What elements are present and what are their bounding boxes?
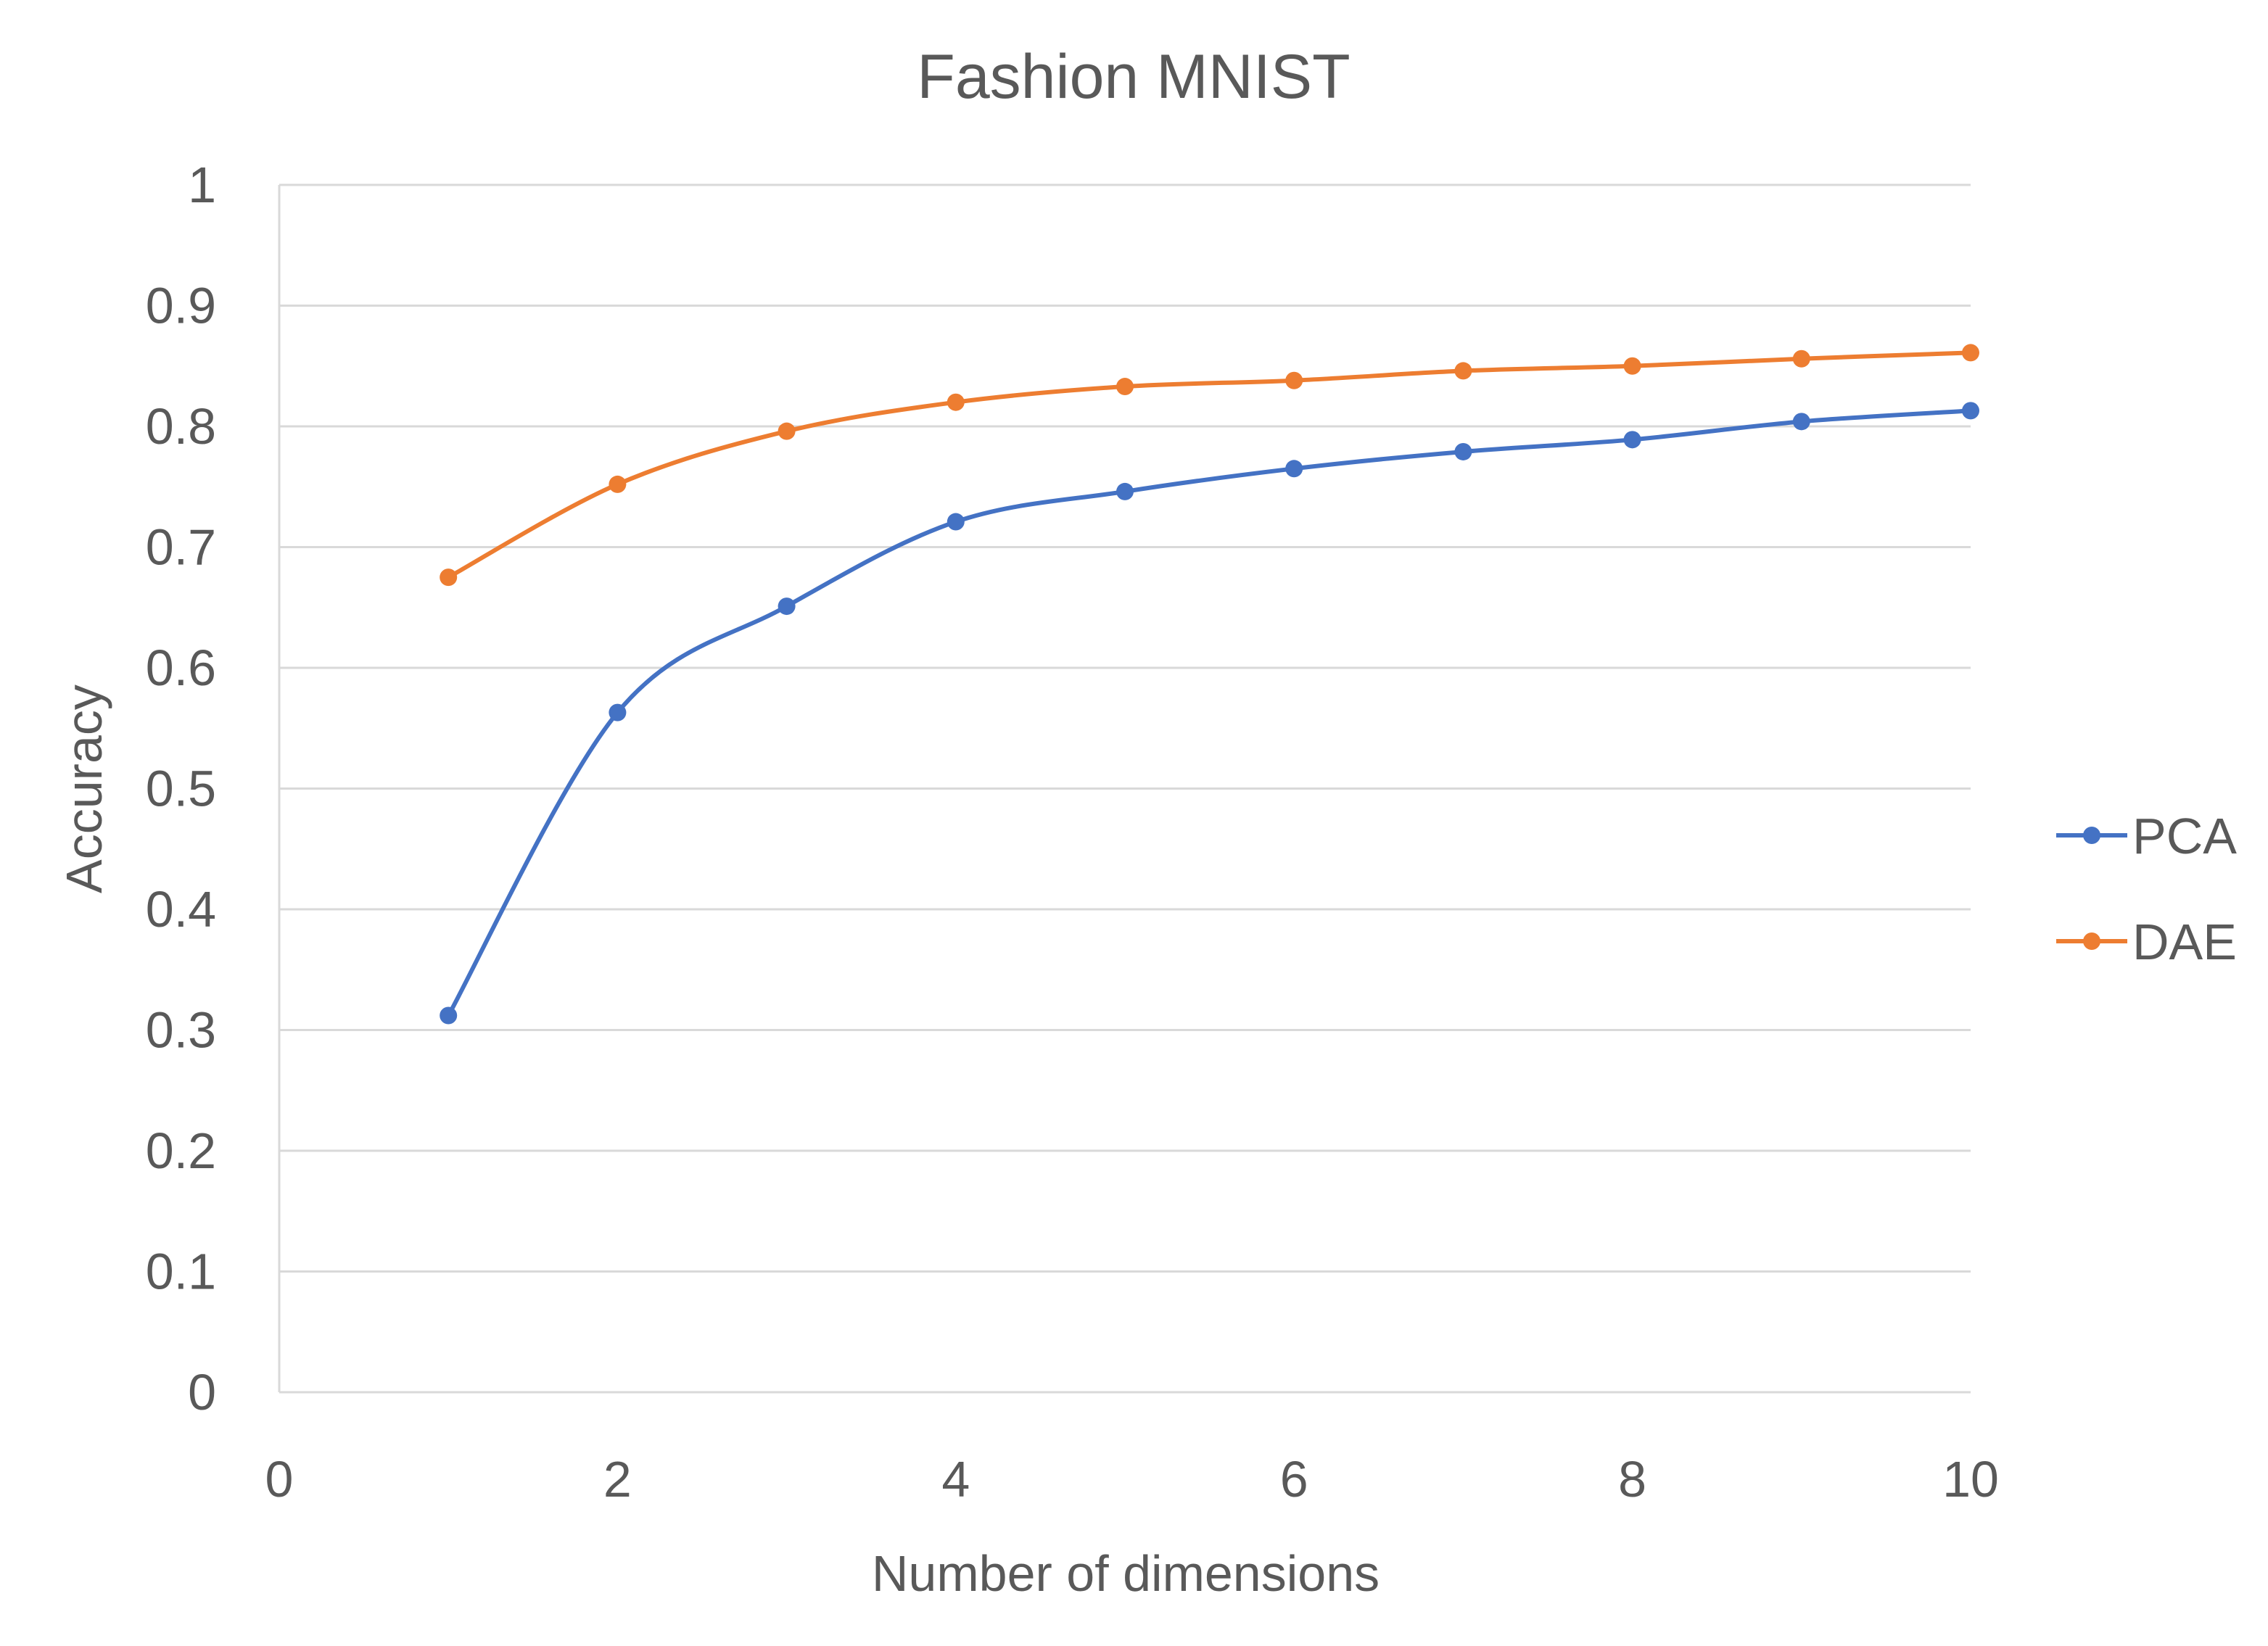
data-point bbox=[947, 513, 965, 531]
data-point bbox=[440, 1006, 458, 1025]
y-tick-label: 0.6 bbox=[146, 640, 216, 696]
x-tick-labels: 0 2 4 6 8 10 bbox=[265, 1451, 1999, 1508]
data-point bbox=[1962, 344, 1979, 362]
data-point bbox=[1285, 460, 1303, 478]
data-point bbox=[1792, 413, 1810, 431]
data-point bbox=[1623, 431, 1641, 449]
legend-label: PCA bbox=[2132, 808, 2237, 864]
series-line bbox=[446, 350, 1973, 580]
legend-swatch-marker bbox=[2083, 827, 2100, 844]
data-point bbox=[1623, 357, 1641, 375]
x-tick-label: 4 bbox=[941, 1451, 970, 1508]
data-point bbox=[778, 422, 796, 440]
y-tick-label: 0 bbox=[188, 1364, 216, 1420]
series-dae bbox=[440, 344, 1979, 587]
x-tick-label: 8 bbox=[1618, 1451, 1646, 1508]
data-point bbox=[1454, 442, 1472, 460]
series-line bbox=[446, 408, 1973, 1018]
y-tick-label: 0.4 bbox=[146, 881, 216, 938]
y-tick-label: 0.9 bbox=[146, 278, 216, 334]
data-point bbox=[778, 597, 796, 616]
y-tick-label: 0.8 bbox=[146, 398, 216, 455]
chart-title: Fashion MNIST bbox=[917, 42, 1350, 112]
data-point bbox=[1116, 482, 1134, 500]
legend-item-pca: PCA bbox=[2056, 808, 2237, 864]
legend-item-dae: DAE bbox=[2056, 914, 2237, 970]
data-point bbox=[609, 475, 627, 493]
x-tick-label: 10 bbox=[1942, 1451, 1999, 1508]
x-tick-label: 2 bbox=[603, 1451, 632, 1508]
data-point bbox=[1116, 378, 1134, 396]
data-point bbox=[1285, 371, 1303, 389]
x-tick-label: 6 bbox=[1280, 1451, 1308, 1508]
y-tick-label: 0.5 bbox=[146, 761, 216, 817]
data-point bbox=[1962, 402, 1979, 420]
y-tick-label: 0.3 bbox=[146, 1002, 216, 1059]
y-tick-label: 1 bbox=[188, 157, 216, 213]
axes bbox=[278, 185, 1971, 1394]
y-tick-labels: 0 0.1 0.2 0.3 0.4 0.5 0.6 0.7 0.8 0.9 1 bbox=[146, 157, 216, 1420]
legend-swatch-marker bbox=[2083, 932, 2100, 950]
data-point bbox=[440, 568, 458, 587]
data-point bbox=[609, 703, 627, 721]
series-lines bbox=[440, 344, 1979, 1025]
y-tick-label: 0.1 bbox=[146, 1244, 216, 1300]
data-point bbox=[1454, 362, 1472, 380]
data-point bbox=[1792, 350, 1810, 368]
y-tick-label: 0.2 bbox=[146, 1122, 216, 1179]
y-axis-label: Accuracy bbox=[56, 685, 112, 893]
y-tick-label: 0.7 bbox=[146, 519, 216, 576]
legend: PCA DAE bbox=[2056, 808, 2237, 970]
x-axis-label: Number of dimensions bbox=[872, 1545, 1380, 1602]
data-point bbox=[947, 393, 965, 411]
series-pca bbox=[440, 402, 1979, 1025]
gridlines bbox=[279, 183, 1971, 1273]
legend-label: DAE bbox=[2132, 914, 2237, 970]
x-tick-label: 0 bbox=[265, 1451, 294, 1508]
